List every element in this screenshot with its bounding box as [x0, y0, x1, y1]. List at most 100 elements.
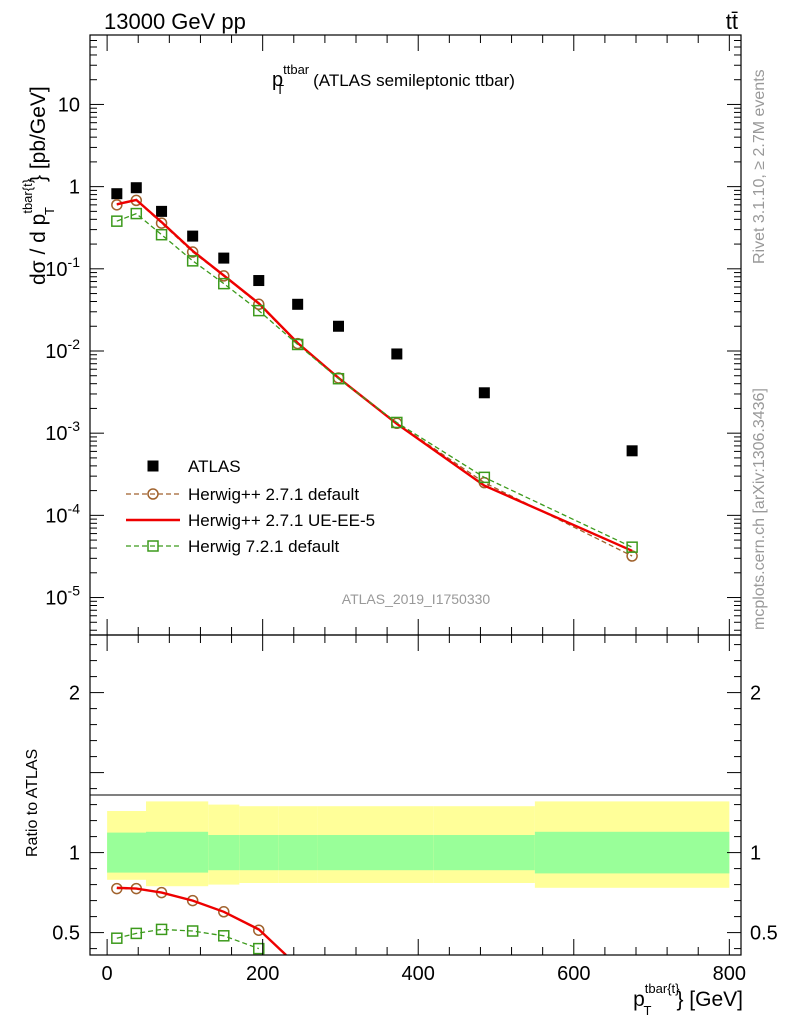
ratio-band-inner-6	[356, 835, 434, 871]
ratio-uncertainty-bands	[107, 801, 730, 888]
ratio-y-axis-label: Ratio to ATLAS	[24, 749, 41, 857]
main-y-tick-label-exponent: -3	[68, 418, 81, 434]
main-y-axis-label-subscript: T	[42, 207, 57, 215]
ratio-x-ticks: 0 200 400 600 800	[102, 635, 746, 985]
main-y-axis-label-superscript: tbar{t}	[20, 178, 35, 213]
x-tick-label-0: 0	[102, 963, 113, 985]
x-axis-label-subscript: T	[644, 1003, 652, 1018]
main-title-subscript: T	[276, 82, 284, 97]
ratio-y-tick-label-left-1: 1	[69, 843, 80, 865]
main-title-symbol: p	[272, 69, 283, 91]
main-y-axis-label-prefix: dσ / d p	[27, 214, 50, 285]
main-series-line-2	[116, 198, 633, 552]
main-point-s3-5	[253, 304, 265, 317]
ratio-point-s2-1	[130, 927, 143, 940]
x-tick-label-3: 600	[557, 963, 590, 985]
ratio-panel: 0.5 0.51 12 2 0 200 400 600 800 Ratio to ATLAS …	[24, 634, 778, 1018]
main-title-superscript: ttbar	[283, 62, 310, 77]
legend-label-3: Herwig 7.2.1 default	[188, 537, 339, 556]
main-point-s1-5	[253, 298, 265, 311]
main-y-tick-label-5: 1	[69, 177, 80, 199]
main-x-ticks	[106, 35, 730, 635]
main-y-axis-label-suffix: } [pb/GeV]	[27, 86, 50, 182]
header-process: tt̄	[726, 9, 738, 34]
ratio-y-tick-label-left-0: 0.5	[52, 923, 80, 945]
ratio-band-inner-4	[278, 835, 318, 871]
ratio-point-s2-4	[218, 930, 230, 942]
main-y-tick-label-base: 10	[45, 505, 67, 527]
main-point-s0-8	[391, 348, 403, 360]
ratio-y-tick-label-left-2: 2	[69, 683, 80, 705]
main-point-s1-10	[626, 550, 638, 562]
main-y-tick-label-3: 10-2	[45, 336, 80, 363]
ratio-band-inner-8	[534, 831, 730, 874]
main-point-s0-10	[626, 445, 638, 457]
main-y-tick-label-0: 10-5	[45, 583, 80, 610]
main-point-s0-4	[218, 252, 230, 264]
ratio-series-line-0	[116, 887, 260, 931]
main-point-s3-7	[332, 372, 345, 385]
main-point-s0-6	[292, 298, 304, 310]
legend-marker-0	[147, 460, 159, 472]
main-point-s3-4	[218, 277, 230, 290]
ratio-marks	[111, 882, 287, 955]
legend-label-2: Herwig++ 2.7.1 UE-EE-5	[188, 511, 375, 530]
ratio-band-inner-3	[239, 835, 279, 871]
ratio-y-ticks: 0.5 0.5 1 1 2 2	[52, 644, 778, 950]
main-y-tick-label-1: 10-4	[45, 500, 80, 527]
x-axis-label-superscript: tbar{t}	[645, 981, 680, 996]
main-point-s0-2	[156, 205, 168, 217]
header-collision: 13000 GeV pp	[104, 9, 246, 34]
main-point-s0-3	[187, 230, 199, 242]
ratio-point-s2-3	[186, 925, 199, 937]
ratio-y-tick-label-right-2: 2	[750, 683, 761, 705]
main-point-s1-4	[218, 270, 230, 282]
x-tick-label-4: 800	[713, 963, 746, 985]
ratio-band-inner-5	[317, 835, 356, 871]
main-y-tick-label-base: 10	[45, 259, 67, 281]
ratio-point-s2-2	[155, 923, 168, 936]
ratio-band-inner-2	[208, 835, 240, 871]
x-tick-label-1: 200	[246, 963, 279, 985]
ratio-series-line-1	[116, 886, 287, 955]
main-point-s0-9	[478, 387, 490, 399]
main-point-s1-3	[186, 246, 199, 258]
main-point-s3-3	[186, 255, 199, 267]
main-point-s0-0	[111, 188, 123, 200]
main-y-tick-label-4: 10-1	[45, 254, 80, 281]
ratio-y-tick-label-right-1: 1	[750, 843, 761, 865]
main-y-tick-label-exponent: -2	[68, 336, 81, 352]
ratio-band-inner-1	[146, 831, 209, 873]
main-y-tick-label-6: 10	[58, 94, 80, 116]
main-point-s0-5	[253, 275, 265, 287]
main-point-s0-1	[130, 182, 142, 194]
x-axis-label-suffix: } [GeV]	[676, 988, 743, 1011]
analysis-watermark: ATLAS_2019_I1750330	[342, 591, 491, 607]
x-axis-label: ptbar{t} T } [GeV]	[633, 981, 743, 1018]
x-axis-label-prefix: p	[633, 988, 645, 1011]
main-point-s0-7	[333, 320, 344, 332]
main-y-axis-label: dσ / d ptbar{t} T } [pb/GeV]	[20, 86, 57, 285]
ratio-band-inner-7	[433, 835, 535, 871]
main-point-s1-0	[111, 199, 123, 211]
main-point-s3-0	[111, 215, 123, 227]
ratio-point-s2-5	[253, 942, 265, 955]
legend-label-0: ATLAS	[188, 457, 241, 476]
main-y-tick-label-base: 10	[45, 588, 67, 610]
main-point-s1-2	[155, 217, 168, 229]
svg-text:dσ / d ptbar{t}T} [pb/GeV]: dσ / d ptbar{t} T } [pb/GeV]	[20, 86, 57, 285]
ratio-point-s2-0	[111, 932, 123, 944]
legend-marker-3	[147, 540, 159, 552]
main-y-tick-label-exponent: -4	[68, 500, 81, 516]
main-point-s3-10	[626, 541, 638, 553]
ratio-band-inner-0	[107, 832, 146, 873]
main-title-description: (ATLAS semileptonic ttbar)	[313, 71, 515, 90]
main-point-s3-2	[155, 228, 168, 241]
legend-label-1: Herwig++ 2.7.1 default	[188, 485, 359, 504]
ratio-point-s0-4	[218, 906, 230, 918]
main-point-s3-1	[130, 207, 143, 220]
main-point-s3-6	[291, 338, 304, 351]
